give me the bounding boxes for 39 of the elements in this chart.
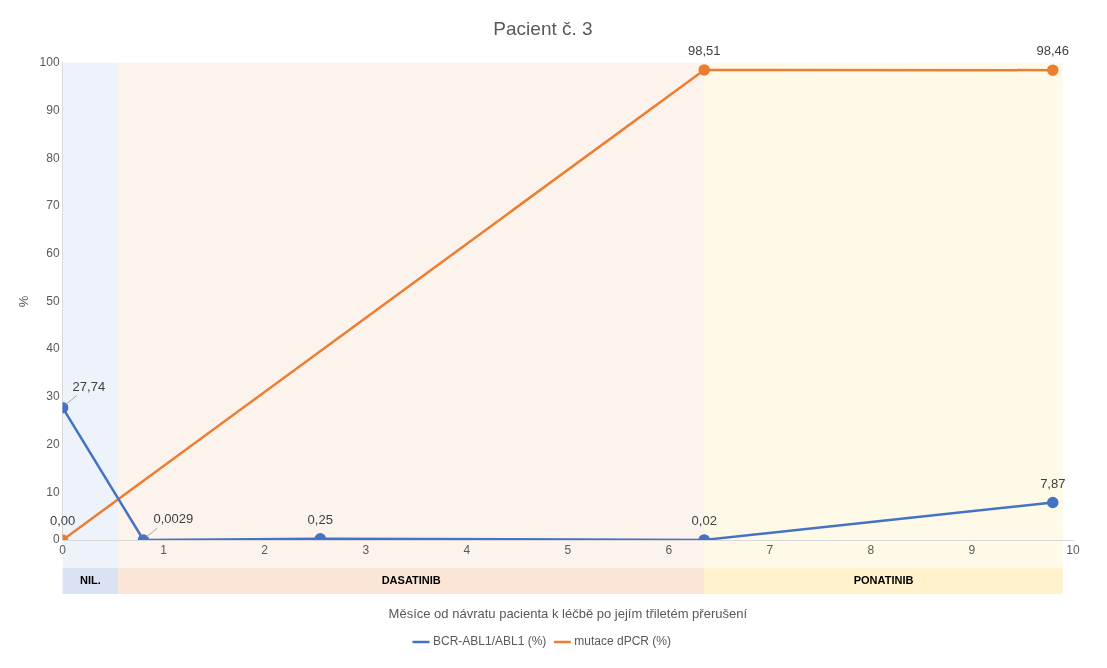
y-tick-label: 70 bbox=[46, 198, 60, 213]
band-label: DASATINIB bbox=[381, 574, 441, 587]
data-label: 7,87 bbox=[1040, 475, 1066, 491]
y-tick-label: 20 bbox=[46, 436, 60, 451]
y-tick-label: 0 bbox=[52, 532, 60, 547]
band-label: NIL. bbox=[80, 574, 101, 587]
x-tick-label: 2 bbox=[261, 542, 269, 557]
x-tick-label: 7 bbox=[766, 542, 774, 557]
x-tick-label: 10 bbox=[1066, 542, 1080, 557]
data-label: 0,00 bbox=[49, 513, 76, 529]
legend-label: BCR-ABL1/ABL1 (%) bbox=[432, 634, 547, 649]
y-axis-title: % bbox=[16, 295, 32, 308]
x-tick-label: 4 bbox=[463, 542, 471, 557]
y-tick-label: 10 bbox=[46, 484, 60, 499]
band-label: PONATINIB bbox=[853, 574, 914, 587]
x-tick-label: 6 bbox=[665, 542, 673, 557]
legend-label: mutace dPCR (%) bbox=[574, 634, 672, 649]
data-label: 0,0029 bbox=[153, 511, 194, 527]
chart-title: Pacient č. 3 bbox=[493, 17, 593, 39]
y-tick-label: 40 bbox=[46, 341, 60, 356]
data-label: 0,25 bbox=[307, 511, 333, 527]
y-tick-label: 30 bbox=[46, 389, 60, 404]
y-tick-label: 90 bbox=[46, 102, 60, 117]
y-tick-label: 80 bbox=[46, 150, 60, 165]
data-label: 98,51 bbox=[687, 42, 721, 58]
point bbox=[1047, 64, 1059, 76]
data-label: 98,46 bbox=[1036, 43, 1070, 59]
x-tick-label: 8 bbox=[867, 542, 875, 557]
y-tick-label: 100 bbox=[39, 55, 60, 70]
x-tick-label: 5 bbox=[564, 542, 572, 557]
x-axis-title: Měsíce od návratu pacienta k léčbě po jejím třiletém přerušení bbox=[388, 605, 748, 621]
x-tick-label: 9 bbox=[968, 542, 976, 557]
y-tick-label: 60 bbox=[46, 245, 60, 260]
x-tick-label: 1 bbox=[160, 542, 168, 557]
data-label: 27,74 bbox=[72, 378, 106, 394]
data-label: 0,02 bbox=[691, 512, 717, 528]
x-tick-label: 3 bbox=[362, 542, 370, 557]
point bbox=[698, 64, 710, 76]
y-tick-label: 50 bbox=[46, 293, 60, 308]
